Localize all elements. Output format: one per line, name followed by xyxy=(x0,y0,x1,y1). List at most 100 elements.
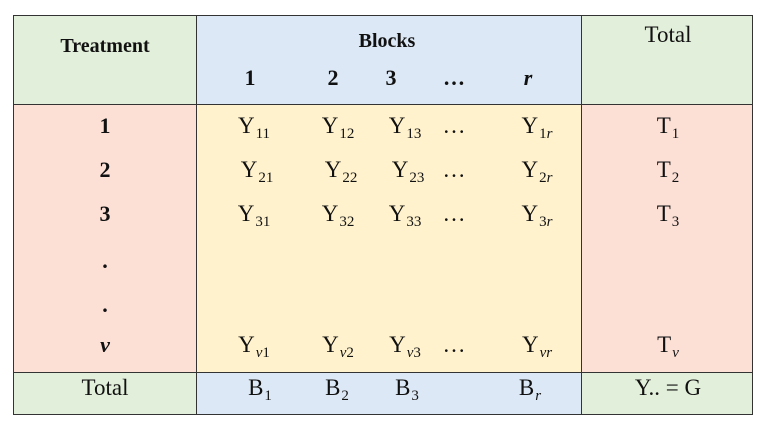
observation-cell-subscript-italic: vr xyxy=(539,345,553,361)
treatment-column-bg xyxy=(13,104,197,372)
block-total-cell: B2 xyxy=(325,375,349,404)
observation-cell-subscript: 23 xyxy=(409,170,425,186)
observation-cell-base: Y xyxy=(391,157,409,182)
treatment-total-cell: T2 xyxy=(656,157,680,186)
block-number-r: r xyxy=(523,65,533,90)
anova-table: Treatment Blocks Total 1 2 3 … r 1 Y11 Y12… xyxy=(13,15,753,415)
block-total-cell-base: B xyxy=(395,375,411,400)
treatment-total-cell-base: T xyxy=(656,113,671,138)
observation-cell-base: Y xyxy=(388,201,406,226)
observation-cell: Y23 xyxy=(391,157,425,186)
treatment-label-6: v xyxy=(100,332,110,357)
treatment-label-1: 1 xyxy=(99,113,111,138)
observation-cell-subscript: 1 xyxy=(539,126,547,142)
observation-cell: Y21 xyxy=(241,158,274,186)
treatment-total-cell: Tv xyxy=(657,332,679,361)
block-number-2: 2 xyxy=(327,65,339,90)
observation-cell-subscript: 2 xyxy=(346,345,354,361)
block-number-ellipsis: … xyxy=(443,65,465,90)
observation-cell-base: Y xyxy=(388,113,406,138)
observation-cell: … xyxy=(443,114,466,137)
treatment-total-cell-subscript-italic: v xyxy=(672,345,679,361)
observation-cell-base: … xyxy=(442,201,466,226)
total-header: Total xyxy=(644,22,692,47)
treatment-total-cell-subscript: 3 xyxy=(671,214,680,230)
observation-cell: Y32 xyxy=(321,201,355,230)
treatment-totals-bg xyxy=(581,104,753,372)
observation-cell: Yv3 xyxy=(389,332,421,361)
observation-cell-subscript: 3 xyxy=(539,214,547,230)
observation-cell-subscript: 22 xyxy=(342,170,358,186)
grand-total: Y.. = G xyxy=(634,375,702,400)
observation-cell-subscript: 11 xyxy=(255,126,271,142)
observation-cell: Y22 xyxy=(324,157,358,186)
treatment-total-cell-subscript: 2 xyxy=(671,170,680,186)
observation-cell: Y31 xyxy=(237,201,271,230)
observation-cell-subscript: 1 xyxy=(262,345,270,361)
observation-cell-subscript-italic: r xyxy=(546,214,553,230)
border-left xyxy=(13,15,14,415)
observation-cell-base: Y xyxy=(321,201,339,226)
observation-cell: Y3r xyxy=(522,202,553,230)
block-total-cell: Br xyxy=(519,376,541,404)
total-header-bg xyxy=(581,15,753,104)
observation-cell-subscript: 31 xyxy=(255,214,271,230)
observation-cell-base: … xyxy=(442,332,466,357)
blocks-header-bg xyxy=(197,15,581,104)
observation-cell-base: Y xyxy=(237,201,255,226)
footer-label-bg xyxy=(13,372,197,415)
observation-cell-subscript: 32 xyxy=(339,214,355,230)
column-divider-1 xyxy=(196,15,197,415)
block-total-cell-base: B xyxy=(248,375,264,400)
treatment-total-cell: T3 xyxy=(656,201,680,230)
observation-cell: Y13 xyxy=(388,113,422,142)
block-total-cell-subscript: 3 xyxy=(411,388,419,404)
observation-cell: Y12 xyxy=(321,113,355,142)
treatment-total-cell-base: T xyxy=(656,157,671,182)
observation-cell-subscript-italic: r xyxy=(546,126,553,142)
treatment-total-cell-base: T xyxy=(657,332,672,357)
observations-bg xyxy=(197,104,581,372)
block-total-cell-base: B xyxy=(325,375,341,400)
header-divider xyxy=(13,104,753,105)
observation-cell-subscript-italic: r xyxy=(546,170,553,186)
observation-cell: … xyxy=(443,333,466,356)
block-number-3: 3 xyxy=(385,65,397,90)
treatment-label-5: . xyxy=(102,292,108,317)
treatment-total-cell-subscript: 1 xyxy=(671,126,680,142)
observation-cell: Yvr xyxy=(521,332,552,361)
observation-cell: … xyxy=(443,202,466,225)
observation-cell-subscript: 33 xyxy=(406,214,422,230)
treatment-total-cell-base: T xyxy=(656,201,671,226)
observation-cell-base: Y xyxy=(521,332,539,357)
observation-cell-subscript: 2 xyxy=(539,170,547,186)
observation-cell-base: Y xyxy=(521,113,539,138)
observation-cell: … xyxy=(443,158,466,181)
observation-cell-subscript-italic: v xyxy=(406,345,414,361)
observation-cell-base: Y xyxy=(237,113,255,138)
observation-cell-subscript: 21 xyxy=(258,170,274,186)
block-total-cell-subscript: 2 xyxy=(341,388,349,404)
observation-cell-base: Y xyxy=(521,157,539,182)
observation-cell-base: Y xyxy=(389,332,406,357)
observation-cell: Y33 xyxy=(388,201,422,230)
observation-cell-base: Y xyxy=(322,332,339,357)
block-total-cell-subscript: 1 xyxy=(264,388,272,404)
block-total-cell: B3 xyxy=(395,375,419,404)
observation-cell-base: Y xyxy=(321,113,339,138)
observation-cell-base: Y xyxy=(238,332,255,357)
observation-cell-base: … xyxy=(442,157,466,182)
observation-cell-base: Y xyxy=(324,157,342,182)
block-total-cell: B1 xyxy=(248,375,272,404)
block-total-cell-subscript-italic: r xyxy=(535,388,542,404)
border-top xyxy=(13,15,753,16)
treatment-header: Treatment xyxy=(60,35,150,57)
observation-cell: Y2r xyxy=(521,157,553,186)
observation-cell: Y1r xyxy=(521,113,553,142)
treatment-label-4: . xyxy=(102,248,108,273)
footer-divider xyxy=(13,372,753,373)
observation-cell: Y11 xyxy=(237,113,270,142)
treatment-header-bg xyxy=(13,15,197,104)
observation-cell-subscript-italic: v xyxy=(255,345,263,361)
block-number-1: 1 xyxy=(244,65,256,90)
